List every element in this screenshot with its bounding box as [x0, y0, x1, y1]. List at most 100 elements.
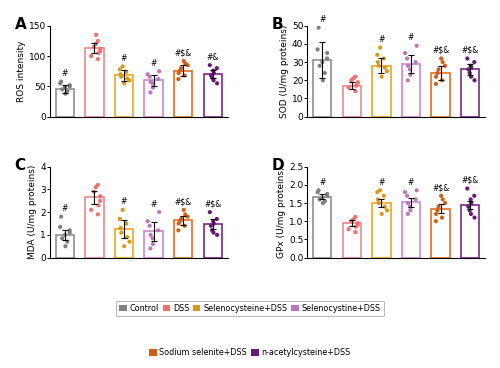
Point [90, 44, 98, 50]
Point [374, 200, 382, 206]
Point [213, 216, 221, 222]
Point [210, 77, 218, 83]
Point [319, 200, 327, 206]
Point [64, 88, 72, 94]
Point [323, 191, 331, 197]
Point [432, 81, 440, 87]
Point [432, 74, 440, 79]
Point [56, 80, 64, 86]
Point [374, 59, 382, 65]
Point [208, 227, 216, 233]
Point [118, 207, 126, 213]
Point [349, 216, 357, 222]
Point [467, 211, 475, 217]
Point [464, 67, 472, 72]
Point [383, 68, 391, 74]
Text: #: # [378, 178, 384, 187]
Point [207, 223, 215, 229]
Point [404, 63, 412, 69]
Point [94, 182, 102, 188]
Text: #: # [319, 178, 326, 187]
Point [412, 187, 420, 193]
Point [314, 189, 322, 195]
Point [401, 50, 409, 56]
Point [378, 211, 386, 217]
Text: #: # [121, 54, 127, 63]
Text: #: # [121, 197, 127, 206]
Point [323, 56, 331, 61]
Point [406, 204, 414, 210]
Point [437, 56, 445, 61]
Point [146, 74, 154, 79]
Point [56, 224, 64, 230]
Bar [313, 60, 332, 117]
Point [92, 32, 100, 38]
Point [374, 63, 382, 69]
Text: #$&: #$& [432, 46, 449, 55]
Point [64, 239, 72, 245]
Point [206, 209, 214, 215]
Point [96, 193, 104, 199]
Point [378, 74, 386, 79]
Point [464, 204, 472, 210]
Point [118, 230, 126, 236]
Point [352, 224, 360, 230]
Point [354, 81, 362, 87]
Point [380, 56, 388, 61]
Point [319, 77, 327, 83]
Text: #: # [150, 59, 157, 68]
Point [318, 195, 326, 201]
Point [470, 59, 478, 65]
Bar [372, 66, 390, 117]
Bar [174, 71, 193, 117]
Point [352, 214, 360, 220]
Text: #$&: #$& [174, 48, 192, 57]
Text: #$&: #$& [432, 183, 449, 192]
Point [210, 220, 218, 226]
Point [180, 72, 188, 78]
Point [213, 232, 221, 238]
Point [144, 218, 152, 224]
Point [66, 82, 74, 88]
Point [213, 80, 221, 86]
Text: #: # [62, 204, 68, 213]
Point [126, 239, 134, 245]
Legend: Control, DSS, Selenocysteine+DSS, Selenocystine+DSS: Control, DSS, Selenocysteine+DSS, Seleno… [116, 301, 384, 316]
Point [467, 74, 475, 79]
Y-axis label: GPx (U/mg proteins): GPx (U/mg proteins) [277, 166, 286, 258]
Point [155, 209, 163, 215]
Point [206, 62, 214, 68]
Point [66, 227, 74, 233]
Point [92, 184, 100, 190]
Point [404, 200, 412, 206]
Point [120, 80, 128, 86]
Point [146, 79, 154, 85]
Point [58, 86, 66, 92]
Point [210, 70, 218, 76]
Point [412, 59, 420, 65]
Point [468, 65, 475, 71]
Point [62, 243, 70, 249]
Point [406, 208, 414, 213]
Point [401, 189, 409, 195]
Point [344, 85, 352, 91]
Bar [313, 197, 332, 258]
Point [154, 76, 162, 82]
Point [376, 45, 384, 50]
Point [61, 232, 69, 238]
Point [323, 193, 331, 199]
Point [441, 63, 449, 69]
Bar [461, 70, 479, 117]
Point [434, 204, 442, 210]
Point [176, 218, 184, 224]
Point [314, 187, 322, 193]
Point [349, 75, 357, 81]
Text: #: # [408, 33, 414, 42]
Point [376, 187, 384, 193]
Point [466, 208, 473, 213]
Bar [204, 74, 222, 117]
Point [180, 207, 188, 213]
Text: #$&: #$& [204, 199, 222, 209]
Point [180, 223, 188, 229]
Text: #: # [62, 69, 68, 78]
